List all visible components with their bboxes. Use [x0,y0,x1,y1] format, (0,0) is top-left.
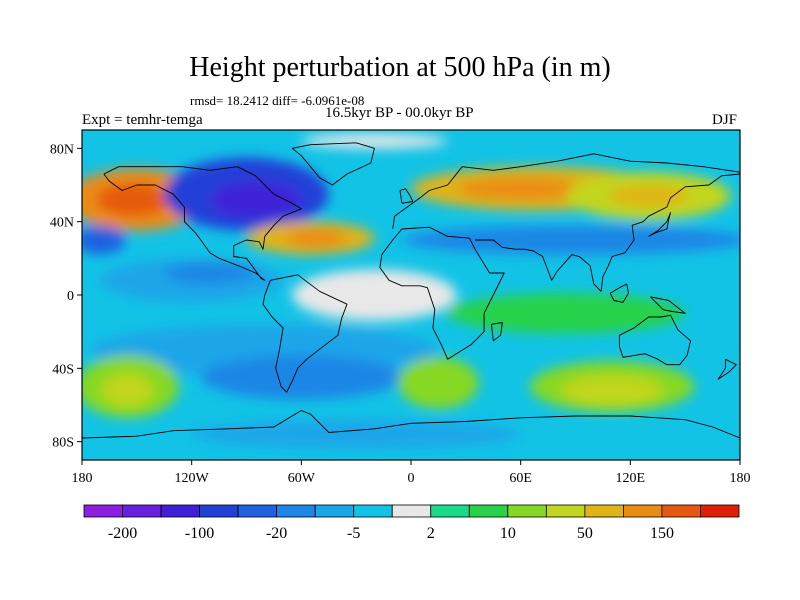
field-eurasia-high-core [456,177,585,200]
colorbar-label: 2 [427,525,435,542]
colorbar-swatch [700,504,740,518]
colorbar: -200 -100 -20 -5 2 10 50 150 [83,504,740,542]
colorbar-label: 150 [650,525,674,542]
field-antarctic-low [191,419,521,450]
colorbar-swatch [160,504,200,518]
latitude-axis: 80N 40N 0 40S 80S [50,142,82,451]
uk-coast [399,188,414,204]
lat-label: 40N [50,216,74,231]
colorbar-swatch [83,504,123,518]
field-ne-pacific-positive-core [96,183,170,217]
colorbar-swatch [545,504,586,518]
season-label: DJF [712,112,738,128]
antarctica-coast [82,410,740,439]
japan-coast [648,212,671,237]
field-north-america-low-core [209,181,302,219]
colorbar-swatch [122,504,162,518]
rmsd-stats: rmsd= 18.2412 diff= -6.0961e-08 [190,93,365,108]
lat-label: 80N [50,142,74,157]
lon-label: 0 [408,471,415,486]
lon-label: 120E [616,471,646,486]
lat-label: 80S [52,436,74,451]
lon-label: 180 [72,471,93,486]
colorbar-swatch [468,504,509,518]
field-west-pacific-high-core [608,185,689,207]
australia-coast [618,314,692,366]
africa-coast [379,226,505,360]
lon-label: 120W [175,471,210,486]
greenland-coast [291,142,375,186]
new-guinea-coast [650,296,686,314]
colorbar-swatch [584,504,624,518]
field-blobs [82,133,740,450]
colorbar-swatch [237,504,278,518]
field-indian-ocean-positive [447,293,686,334]
colorbar-swatch [391,504,432,518]
eurasia-coast [392,153,740,230]
colorbar-label: 50 [577,525,593,542]
colorbar-swatch [661,504,701,518]
north-america-coast [103,166,302,281]
field-indian-southern-high-core [560,375,664,406]
field-pacific-low-west [82,225,126,255]
lon-label: 60W [288,471,316,486]
coastlines [82,142,740,439]
colorbar-swatch [353,504,393,518]
colorbar-label: 10 [500,525,516,542]
new-zealand-coast [717,358,737,380]
colorbar-label: -200 [108,525,137,542]
colorbar-label: -20 [266,525,287,542]
colorbar-swatch [199,504,239,518]
colorbar-label: -100 [185,525,214,542]
contour-fields [82,133,740,450]
field-south-atlantic-high [398,357,479,409]
borneo-coast [609,283,629,303]
field-subtropical-low-band [401,225,740,255]
asia-south-coast [475,173,740,292]
field-central-us-high-core [284,229,348,248]
time-period: 16.5kyr BP - 00.0kyr BP [325,105,474,121]
south-america-coast [262,274,348,393]
field-tropical-pacific-low-core [164,262,256,284]
lon-label: 60E [509,471,532,486]
colorbar-swatch [507,504,547,518]
field-southern-low-core [200,355,402,400]
field-arctic-neutral [301,133,448,149]
field-tropical-atlantic-neutral [292,269,457,321]
lat-label: 0 [67,289,74,304]
colorbar-swatch [430,504,470,518]
colorbar-swatch [623,504,663,518]
longitude-axis: 180 120W 60W 0 60E 120E 180 [72,460,751,486]
experiment-label: Expt = temhr-temga [82,112,203,128]
field-south-pacific-high-core [102,373,154,407]
colorbar-swatch [276,504,316,518]
lon-label: 180 [730,471,751,486]
colorbar-swatch [314,504,355,518]
madagascar-coast [490,322,503,342]
lat-label: 40S [52,362,74,377]
colorbar-label: -5 [347,525,360,542]
map-panel [81,129,741,461]
chart-title: Height perturbation at 500 hPa (in m) [189,52,611,83]
